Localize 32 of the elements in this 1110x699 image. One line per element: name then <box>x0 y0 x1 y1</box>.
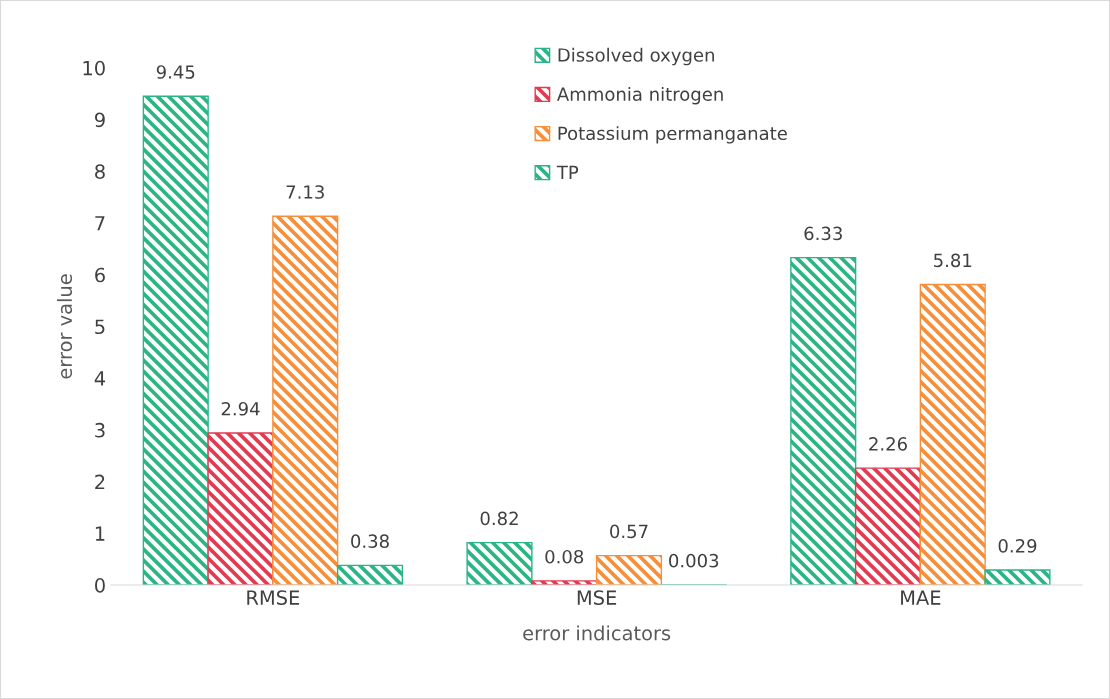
legend-label: Ammonia nitrogen <box>556 86 723 105</box>
y-tick-label: 8 <box>95 164 105 179</box>
x-axis-title: error indicators <box>523 625 671 641</box>
y-tick-label: 0 <box>95 578 105 593</box>
data-label: 6.33 <box>804 226 842 241</box>
data-label: 0.57 <box>610 524 648 539</box>
data-label: 0.29 <box>998 539 1037 553</box>
y-tick-label: 6 <box>95 267 105 283</box>
y-tick-label: 10 <box>83 60 105 76</box>
data-label: 5.81 <box>934 253 972 268</box>
data-label: 9.45 <box>156 65 195 79</box>
x-tick-label: MSE <box>577 590 617 605</box>
data-label: 0.38 <box>351 534 389 549</box>
y-tick-label: 3 <box>95 422 105 438</box>
data-label: 7.13 <box>286 185 324 199</box>
y-tick-label: 7 <box>95 216 105 231</box>
data-label: 2.94 <box>221 401 260 416</box>
legend-label: Potassium permanganate <box>558 126 787 144</box>
x-tick-label: RMSE <box>247 590 300 605</box>
data-label: 0.08 <box>545 549 584 564</box>
x-tick-label: MAE <box>901 590 941 605</box>
y-tick-label: 5 <box>95 319 105 335</box>
y-tick-label: 2 <box>95 474 105 489</box>
legend-label: Dissolved oxygen <box>558 47 714 66</box>
y-tick-label: 9 <box>94 112 105 128</box>
legend-label: TP <box>556 165 579 179</box>
data-label: 0.82 <box>480 511 518 526</box>
data-label: 0.003 <box>669 553 719 568</box>
y-tick-label: 4 <box>94 371 106 386</box>
y-tick-label: 1 <box>95 526 105 541</box>
data-label: 2.26 <box>869 437 907 451</box>
y-axis-title: error value <box>57 274 73 379</box>
